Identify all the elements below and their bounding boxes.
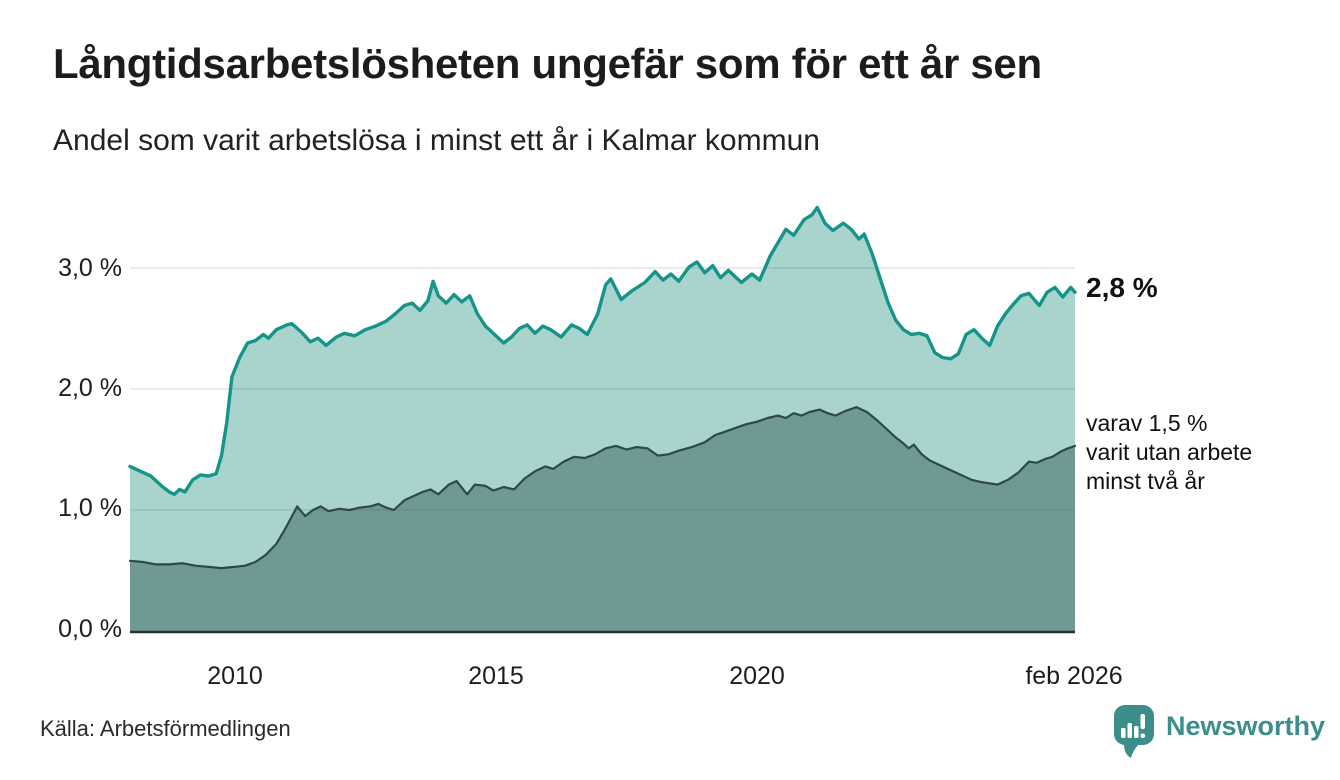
area-fill-two-years [130,407,1075,631]
page-subtitle: Andel som varit arbetslösa i minst ett å… [53,124,820,157]
source-attribution: Källa: Arbetsförmedlingen [40,716,291,741]
x-axis-tick-label: 2020 [729,662,785,690]
page-title: Långtidsarbetslösheten ungefär som för e… [53,40,1042,87]
annotation-line: minst två år [1086,468,1205,494]
annotation-line: varav 1,5 % [1086,410,1208,436]
line-two-years [128,406,1077,570]
newsworthy-brand-link[interactable]: Newsworthy [1112,703,1325,759]
series-total-end-value-label: 2,8 % [1086,272,1158,303]
area-chart-plot [128,205,1077,634]
line-total [128,205,1077,496]
y-axis-tick-label: 2,0 % [58,374,122,402]
annotation-line: varit utan arbete [1086,439,1253,465]
x-axis-tick-label: feb 2026 [1025,662,1123,690]
y-axis-tick-label: 3,0 % [58,254,122,282]
x-axis-tick-label: 2010 [207,662,263,690]
y-axis-tick-label: 0,0 % [58,615,122,643]
x-axis-tick-label: 2015 [468,662,524,690]
y-axis-tick-label: 1,0 % [58,494,122,522]
newsworthy-logo-icon [1114,705,1154,758]
newsworthy-brand-name: Newsworthy [1166,711,1326,741]
series-secondary-annotation: varav 1,5 % varit utan arbete minst två … [1086,409,1252,496]
